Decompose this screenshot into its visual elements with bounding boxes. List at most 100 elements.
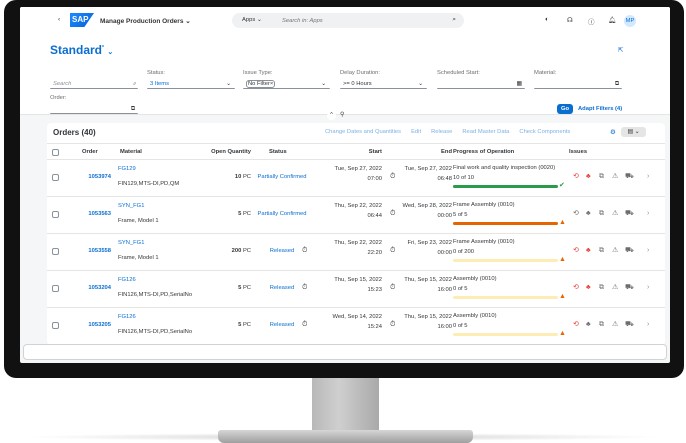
order-link[interactable]: 1053204 xyxy=(88,285,111,291)
go-button[interactable]: Go xyxy=(557,104,574,114)
history-icon[interactable]: ⟲ xyxy=(573,247,579,254)
order-link[interactable]: 1053205 xyxy=(88,322,111,328)
table-row[interactable]: 1053563 SYN_FG1 Frame, Model 1 5 PC Part… xyxy=(47,196,665,232)
adapt-filters-button[interactable]: Adapt Filters (4) xyxy=(578,106,623,112)
status-link[interactable]: Partially Confirmed xyxy=(257,174,307,180)
share-icon[interactable]: ⇱ xyxy=(618,47,624,54)
read-master-data-button[interactable]: Read Master Data xyxy=(462,129,510,135)
tools-icon[interactable]: ⚠ xyxy=(612,210,619,217)
material-link[interactable]: FG126 xyxy=(118,314,136,320)
check-components-button[interactable]: Check Components xyxy=(519,129,571,135)
export-button[interactable]: ▤ ⌄ xyxy=(621,127,646,137)
order-link[interactable]: 1053563 xyxy=(88,211,111,217)
filter-token[interactable]: No Filter× xyxy=(246,80,276,88)
search-scope-select[interactable]: Apps ⌄ xyxy=(242,17,262,23)
hierarchy-icon[interactable]: ♣ xyxy=(586,173,591,180)
table-row[interactable]: 1053204 FG126 FIN126,MTS-DI,PD,SerialNo … xyxy=(47,270,665,306)
back-button[interactable]: ‹ xyxy=(58,16,61,23)
material-link[interactable]: SYN_FG1 xyxy=(118,203,145,209)
column-start[interactable]: Start xyxy=(368,149,382,155)
tools-icon[interactable]: ⚠ xyxy=(612,173,619,180)
calendar-icon[interactable]: ▦ xyxy=(516,81,522,87)
hierarchy-icon[interactable]: ♣ xyxy=(586,321,591,328)
material-link[interactable]: SYN_FG1 xyxy=(118,240,145,246)
sap-logo[interactable]: SAP xyxy=(70,13,94,27)
components-icon[interactable]: ⧉ xyxy=(599,284,604,291)
column-end[interactable]: End xyxy=(441,149,452,155)
order-link[interactable]: 1053558 xyxy=(88,248,111,254)
chevron-right-icon[interactable]: › xyxy=(647,173,650,180)
status-link[interactable]: Partially Confirmed xyxy=(257,211,307,217)
truck-icon[interactable]: ⛟ xyxy=(625,210,634,217)
help-icon[interactable]: ⓘ xyxy=(588,19,595,26)
column-progress[interactable]: Progress of Operation xyxy=(453,149,515,155)
material-link[interactable]: FG129 xyxy=(118,166,136,172)
scheduled-start-input[interactable]: ▦ xyxy=(437,79,525,89)
table-row[interactable]: 1053974 FG129 FIN129,MTS-DI,PD,QM 10 PC … xyxy=(47,159,665,195)
material-link[interactable]: FG126 xyxy=(118,277,136,283)
column-material[interactable]: Material xyxy=(120,149,142,155)
order-input[interactable]: ⧉ xyxy=(50,104,138,114)
column-order[interactable]: Order xyxy=(82,149,98,155)
joule-icon[interactable]: ◐ xyxy=(545,16,549,23)
truck-icon[interactable]: ⛟ xyxy=(625,173,634,180)
status-select[interactable]: 3 Items ⌄ xyxy=(147,79,235,89)
edit-button[interactable]: Edit xyxy=(411,129,422,135)
column-issues[interactable]: Issues xyxy=(569,149,588,155)
filter-search-input[interactable]: Search ⌕ xyxy=(50,79,138,89)
row-checkbox[interactable] xyxy=(52,174,59,181)
pin-header-icon[interactable]: ⚲ xyxy=(340,112,345,118)
status-link[interactable]: Released xyxy=(269,322,295,328)
search-icon[interactable]: ⌕ xyxy=(132,81,136,87)
chevron-right-icon[interactable]: › xyxy=(647,284,650,291)
bell-icon[interactable]: 🔔︎ xyxy=(608,17,617,24)
status-link[interactable]: Released xyxy=(269,248,295,254)
avatar[interactable]: MP xyxy=(624,15,636,27)
tools-icon[interactable]: ⚠ xyxy=(612,247,619,254)
row-checkbox[interactable] xyxy=(52,211,59,218)
tools-icon[interactable]: ⚠ xyxy=(612,284,619,291)
delay-duration-select[interactable]: >= 0 Hours ⌄ xyxy=(340,79,427,89)
tools-icon[interactable]: ⚠ xyxy=(612,321,619,328)
row-checkbox[interactable] xyxy=(52,248,59,255)
truck-icon[interactable]: ⛟ xyxy=(625,321,634,328)
components-icon[interactable]: ⧉ xyxy=(599,247,604,254)
value-help-icon[interactable]: ⧉ xyxy=(130,106,135,112)
change-dates-button[interactable]: Change Dates and Quantities xyxy=(325,129,402,135)
search-input[interactable] xyxy=(282,16,442,25)
components-icon[interactable]: ⧉ xyxy=(599,173,604,180)
select-all-checkbox[interactable] xyxy=(52,149,59,156)
hierarchy-icon[interactable]: ♣ xyxy=(586,284,591,291)
chevron-right-icon[interactable]: › xyxy=(647,321,650,328)
search-icon[interactable]: ⌕ xyxy=(452,16,456,23)
value-help-icon[interactable]: ⧉ xyxy=(614,81,619,87)
collapse-header-button[interactable]: ^ xyxy=(327,112,336,120)
history-icon[interactable]: ⟲ xyxy=(573,173,579,180)
variant-title[interactable]: Standard* ⌄ xyxy=(50,43,113,57)
order-link[interactable]: 1053974 xyxy=(88,174,111,180)
status-link[interactable]: Released xyxy=(269,285,295,291)
history-icon[interactable]: ⟲ xyxy=(573,321,579,328)
headset-icon[interactable]: ☊ xyxy=(567,17,573,24)
truck-icon[interactable]: ⛟ xyxy=(625,247,634,254)
row-checkbox[interactable] xyxy=(52,285,59,292)
column-status[interactable]: Status xyxy=(269,149,287,155)
row-checkbox[interactable] xyxy=(52,322,59,329)
column-open-quantity[interactable]: Open Quantity xyxy=(211,149,251,155)
components-icon[interactable]: ⧉ xyxy=(599,321,604,328)
components-icon[interactable]: ⧉ xyxy=(599,210,604,217)
truck-icon[interactable]: ⛟ xyxy=(625,284,634,291)
history-icon[interactable]: ⟲ xyxy=(573,210,579,217)
issue-type-select[interactable]: No Filter× ⌄ xyxy=(243,79,330,89)
material-input[interactable]: ⧉ xyxy=(534,79,622,89)
app-title[interactable]: Manage Production Orders ⌄ xyxy=(100,17,191,25)
release-button[interactable]: Release xyxy=(431,129,453,135)
table-row[interactable]: 1053558 SYN_FG1 Frame, Model 1 200 PC Re… xyxy=(47,233,665,269)
chevron-right-icon[interactable]: › xyxy=(647,247,650,254)
hierarchy-icon[interactable]: ♣ xyxy=(586,210,591,217)
settings-icon[interactable]: ⚙ xyxy=(610,129,616,136)
table-row[interactable]: 1053205 FG126 FIN126,MTS-DI,PD,SerialNo … xyxy=(47,307,665,343)
hierarchy-icon[interactable]: ♣ xyxy=(586,247,591,254)
history-icon[interactable]: ⟲ xyxy=(573,284,579,291)
chevron-right-icon[interactable]: › xyxy=(647,210,650,217)
